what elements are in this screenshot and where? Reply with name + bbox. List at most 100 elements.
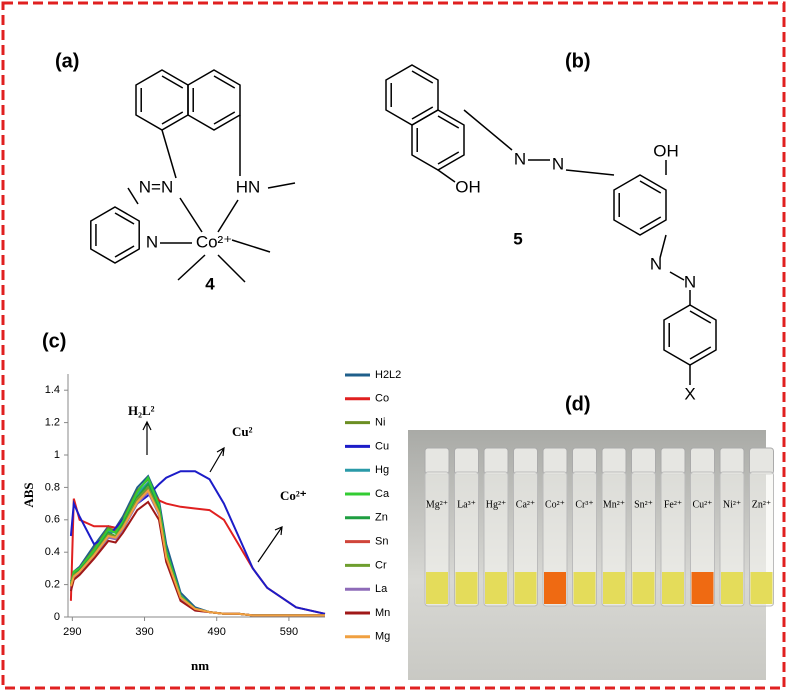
x-tick-label: 590: [280, 626, 298, 638]
double-bond: [213, 75, 236, 89]
ion-label: La³⁺: [457, 499, 476, 510]
panel-label: (d): [565, 393, 591, 415]
ion-label: Zn²⁺: [752, 499, 771, 510]
y-axis-label: ABS: [21, 482, 36, 507]
atom-label: N=N: [139, 177, 173, 196]
vial-liquid: [750, 572, 773, 604]
double-bond: [689, 346, 712, 360]
vial-liquid: [662, 572, 684, 604]
arrows: [142, 420, 283, 563]
vial-liquid: [544, 572, 566, 604]
ring: [187, 69, 241, 131]
atom-label: N: [552, 154, 564, 173]
annotation: H₂L²: [128, 403, 155, 418]
vial-cap: [454, 447, 479, 475]
ion-label: Co²⁺: [545, 499, 565, 510]
double-bond: [213, 111, 236, 125]
legend-label: H2L2: [375, 369, 401, 381]
vial-cap: [631, 447, 656, 475]
atom-label: OH: [653, 141, 679, 160]
vial-cap: [542, 447, 568, 475]
ring: [411, 109, 465, 171]
annotation: Co²⁺: [280, 488, 307, 503]
vial-cap: [660, 447, 686, 475]
double-bond: [161, 75, 184, 89]
series-line: [69, 485, 325, 617]
vial-cap: [424, 447, 450, 475]
vial-liquid: [632, 572, 655, 604]
double-bond: [114, 212, 135, 225]
series-line: [69, 488, 325, 617]
double-bond: [437, 151, 460, 165]
vial-liquid: [485, 572, 507, 604]
panel-label: (b): [565, 50, 591, 72]
vial-cap: [483, 447, 509, 475]
ring: [90, 206, 140, 264]
ring: [385, 64, 439, 126]
atom-label: N: [514, 149, 526, 168]
x-tick-label: 490: [208, 626, 226, 638]
series-line: [69, 490, 325, 617]
y-tick-label: 0.4: [45, 546, 60, 558]
atom-label: N: [650, 254, 662, 273]
bonds-b: [437, 109, 691, 385]
atom-label: N: [684, 272, 696, 291]
double-bond: [411, 106, 434, 120]
atom-label: OH: [455, 177, 481, 196]
vial-liquid: [603, 572, 625, 604]
compound-number: 4: [205, 274, 215, 293]
ion-label: Fe²⁺: [664, 499, 682, 510]
plot: 0 0.2 0.4 0.6 0.8 1 1.2 1.4 290 390 490 590 H2L2 Co Ni…: [45, 369, 402, 643]
vial-cap: [749, 447, 774, 475]
double-bond: [411, 70, 434, 84]
vial-liquid: [691, 572, 714, 604]
annotation: Cu²: [232, 424, 253, 439]
double-bond: [437, 115, 460, 129]
series-line: [69, 485, 326, 615]
panel-label: (a): [55, 50, 79, 72]
y-tick-label: 0.2: [45, 579, 60, 591]
ion-label: Cu²⁺: [693, 499, 713, 510]
vial-cap: [690, 447, 715, 475]
double-bond: [639, 216, 662, 230]
atom-label: Co²⁺: [196, 232, 232, 251]
ring: [135, 69, 189, 131]
x-tick-label: 290: [63, 626, 81, 638]
ion-label: Hg²⁺: [486, 499, 507, 510]
legend-label: Co: [375, 393, 389, 405]
legend-label: Mg: [375, 631, 390, 643]
ion-label: Mn²⁺: [603, 499, 625, 510]
y-tick-label: 0: [54, 611, 60, 623]
double-bond: [689, 310, 712, 324]
double-bond: [114, 245, 135, 258]
bonds-a: [127, 115, 296, 283]
vial-liquid: [721, 572, 743, 604]
legend-label: Ca: [375, 488, 390, 500]
vial-cap: [513, 447, 538, 475]
ion-label: Ca²⁺: [516, 499, 535, 510]
vials: Mg²⁺ La³⁺ Hg²⁺ Ca²⁺ Co²⁺ Cr³⁺ Mn²⁺ Sn²⁺ Fe²⁺ Cu²⁺…: [424, 447, 774, 607]
atom-label: X: [684, 384, 695, 403]
ion-label: Ni²⁺: [723, 499, 741, 510]
ion-label: Cr³⁺: [575, 499, 593, 510]
series-line: [69, 500, 325, 617]
legend-label: Zn: [375, 512, 388, 524]
y-tick-label: 1.4: [45, 384, 60, 396]
ring: [613, 174, 667, 236]
legend-label: La: [375, 583, 388, 595]
y-tick-label: 0.6: [45, 514, 60, 526]
y-tick-label: 1.2: [45, 417, 60, 429]
series-line: [69, 482, 325, 617]
legend-label: Sn: [375, 536, 388, 548]
double-bond: [161, 111, 184, 125]
ion-label: Mg²⁺: [426, 499, 448, 510]
atom-label: HN: [236, 177, 261, 196]
vial-cap: [601, 447, 627, 475]
panel-label: (c): [42, 330, 66, 352]
vial-cap: [572, 447, 597, 475]
atom-label: N: [146, 232, 158, 251]
vial-liquid: [455, 572, 478, 604]
legend-label: Mn: [375, 607, 390, 619]
